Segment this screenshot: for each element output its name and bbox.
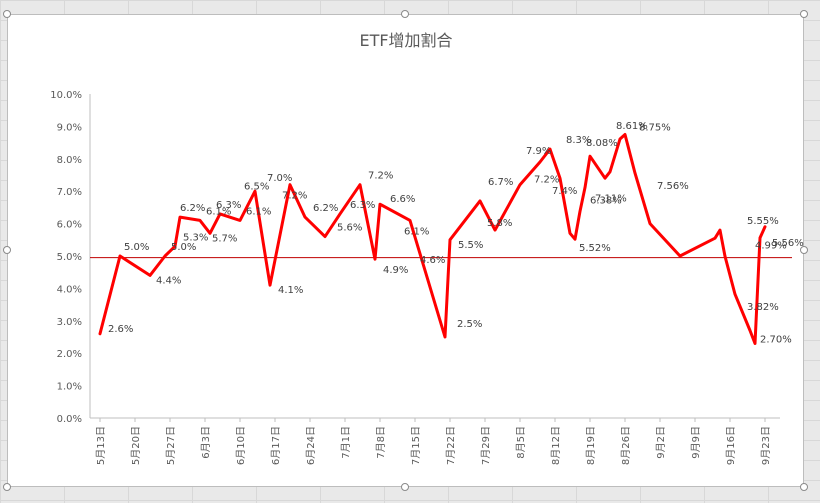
data-label: 7.4%	[552, 186, 577, 197]
data-label: 8.08%	[586, 138, 618, 149]
y-tick-label: 4.0%	[57, 284, 82, 295]
resize-handle-top-right[interactable]	[800, 10, 808, 18]
x-tick-label: 8月12日	[550, 426, 562, 465]
data-label: 7.0%	[267, 173, 292, 184]
data-label: 6.6%	[390, 194, 415, 205]
data-label: 7.2%	[282, 191, 307, 202]
y-tick-label: 2.0%	[57, 349, 82, 360]
axis-ticks: 0.0% 1.0% 2.0% 3.0% 4.0% 5.0% 6.0% 7.0% 8.0% 9.0%…	[50, 90, 772, 465]
x-tick-label: 7月8日	[375, 426, 387, 459]
data-label: 7.11%	[595, 194, 627, 205]
data-label: 8.75%	[639, 123, 671, 134]
data-label: 6.1%	[404, 226, 429, 237]
data-label: 5.6%	[337, 223, 362, 234]
data-label: 4.6%	[420, 255, 445, 266]
x-tick-label: 6月17日	[270, 426, 282, 465]
data-label: 5.52%	[579, 243, 611, 254]
data-label: 7.2%	[534, 175, 559, 186]
data-label: 5.7%	[212, 233, 237, 244]
x-tick-label: 7月29日	[480, 426, 492, 465]
data-label: 4.9%	[383, 265, 408, 276]
data-label: 5.0%	[124, 242, 149, 253]
data-label: 5.8%	[487, 218, 512, 229]
x-tick-label: 9月16日	[725, 426, 737, 465]
data-label: 4.1%	[278, 285, 303, 296]
data-label: 6.38%	[590, 195, 622, 206]
data-label: 6.2%	[180, 203, 205, 214]
chart-title: ETF增加割合	[359, 31, 452, 50]
resize-handle-top-left[interactable]	[3, 10, 11, 18]
data-label: 6.3%	[350, 200, 375, 211]
resize-handle-bottom-middle[interactable]	[401, 483, 409, 491]
chart-area[interactable]	[7, 14, 804, 487]
x-tick-label: 6月3日	[200, 426, 212, 459]
y-tick-label: 7.0%	[57, 187, 82, 198]
x-tick-label: 6月10日	[235, 426, 247, 465]
data-label: 6.1%	[206, 206, 231, 217]
data-label: 6.5%	[244, 181, 269, 192]
resize-handle-bottom-left[interactable]	[3, 483, 11, 491]
data-label: 8.3%	[566, 135, 591, 146]
y-tick-label: 0.0%	[57, 414, 82, 425]
data-label: 6.1%	[246, 206, 271, 217]
data-label: 5.5%	[458, 240, 483, 251]
data-label: 7.2%	[368, 171, 393, 182]
x-tick-label: 6月24日	[305, 426, 317, 465]
data-label: 6.7%	[488, 177, 513, 188]
y-tick-label: 10.0%	[50, 90, 82, 101]
data-label: 3.82%	[747, 302, 779, 313]
data-label: 5.3%	[183, 232, 208, 243]
data-label: 4.4%	[156, 275, 181, 286]
series-line	[98, 133, 767, 345]
data-label: 6.3%	[216, 200, 241, 211]
data-label: 5.55%	[747, 216, 779, 227]
x-tick-label: 7月15日	[410, 426, 422, 465]
x-tick-label: 9月23日	[760, 426, 772, 465]
data-label: 8.61%	[616, 121, 648, 132]
x-tick-label: 9月9日	[690, 426, 702, 459]
series-layer	[98, 133, 767, 345]
data-label: 2.5%	[457, 319, 482, 330]
data-label: 7.56%	[657, 181, 689, 192]
x-tick-label: 7月22日	[445, 426, 457, 465]
y-tick-label: 3.0%	[57, 317, 82, 328]
y-tick-label: 1.0%	[57, 382, 82, 393]
data-label: 2.6%	[108, 324, 133, 335]
resize-handle-bottom-right[interactable]	[800, 483, 808, 491]
y-tick-label: 8.0%	[57, 155, 82, 166]
x-tick-label: 5月13日	[95, 426, 107, 465]
x-tick-label: 8月5日	[515, 426, 527, 459]
x-tick-label: 5月27日	[165, 426, 177, 465]
x-tick-label: 9月2日	[655, 426, 667, 459]
x-tick-label: 8月19日	[585, 426, 597, 465]
data-label: 6.2%	[313, 203, 338, 214]
x-tick-label: 8月26日	[620, 426, 632, 465]
x-tick-label: 7月1日	[340, 426, 352, 459]
data-label: 2.70%	[760, 335, 792, 346]
data-label: 5.0%	[171, 242, 196, 253]
data-label: 7.9%	[526, 146, 551, 157]
data-label: 5.56%	[772, 238, 804, 249]
y-tick-label: 9.0%	[57, 122, 82, 133]
data-label: 4.99%	[755, 240, 787, 251]
y-tick-label: 6.0%	[57, 220, 82, 231]
y-tick-label: 5.0%	[57, 252, 82, 263]
x-tick-label: 5月20日	[130, 426, 142, 465]
resize-handle-middle-left[interactable]	[3, 246, 11, 254]
resize-handle-middle-right[interactable]	[800, 246, 808, 254]
data-labels: 2.6%5.0%4.4%5.0%5.3%6.2% 6.1%5.7%6.3%6.1%…	[108, 121, 804, 345]
resize-handle-top-middle[interactable]	[401, 10, 409, 18]
